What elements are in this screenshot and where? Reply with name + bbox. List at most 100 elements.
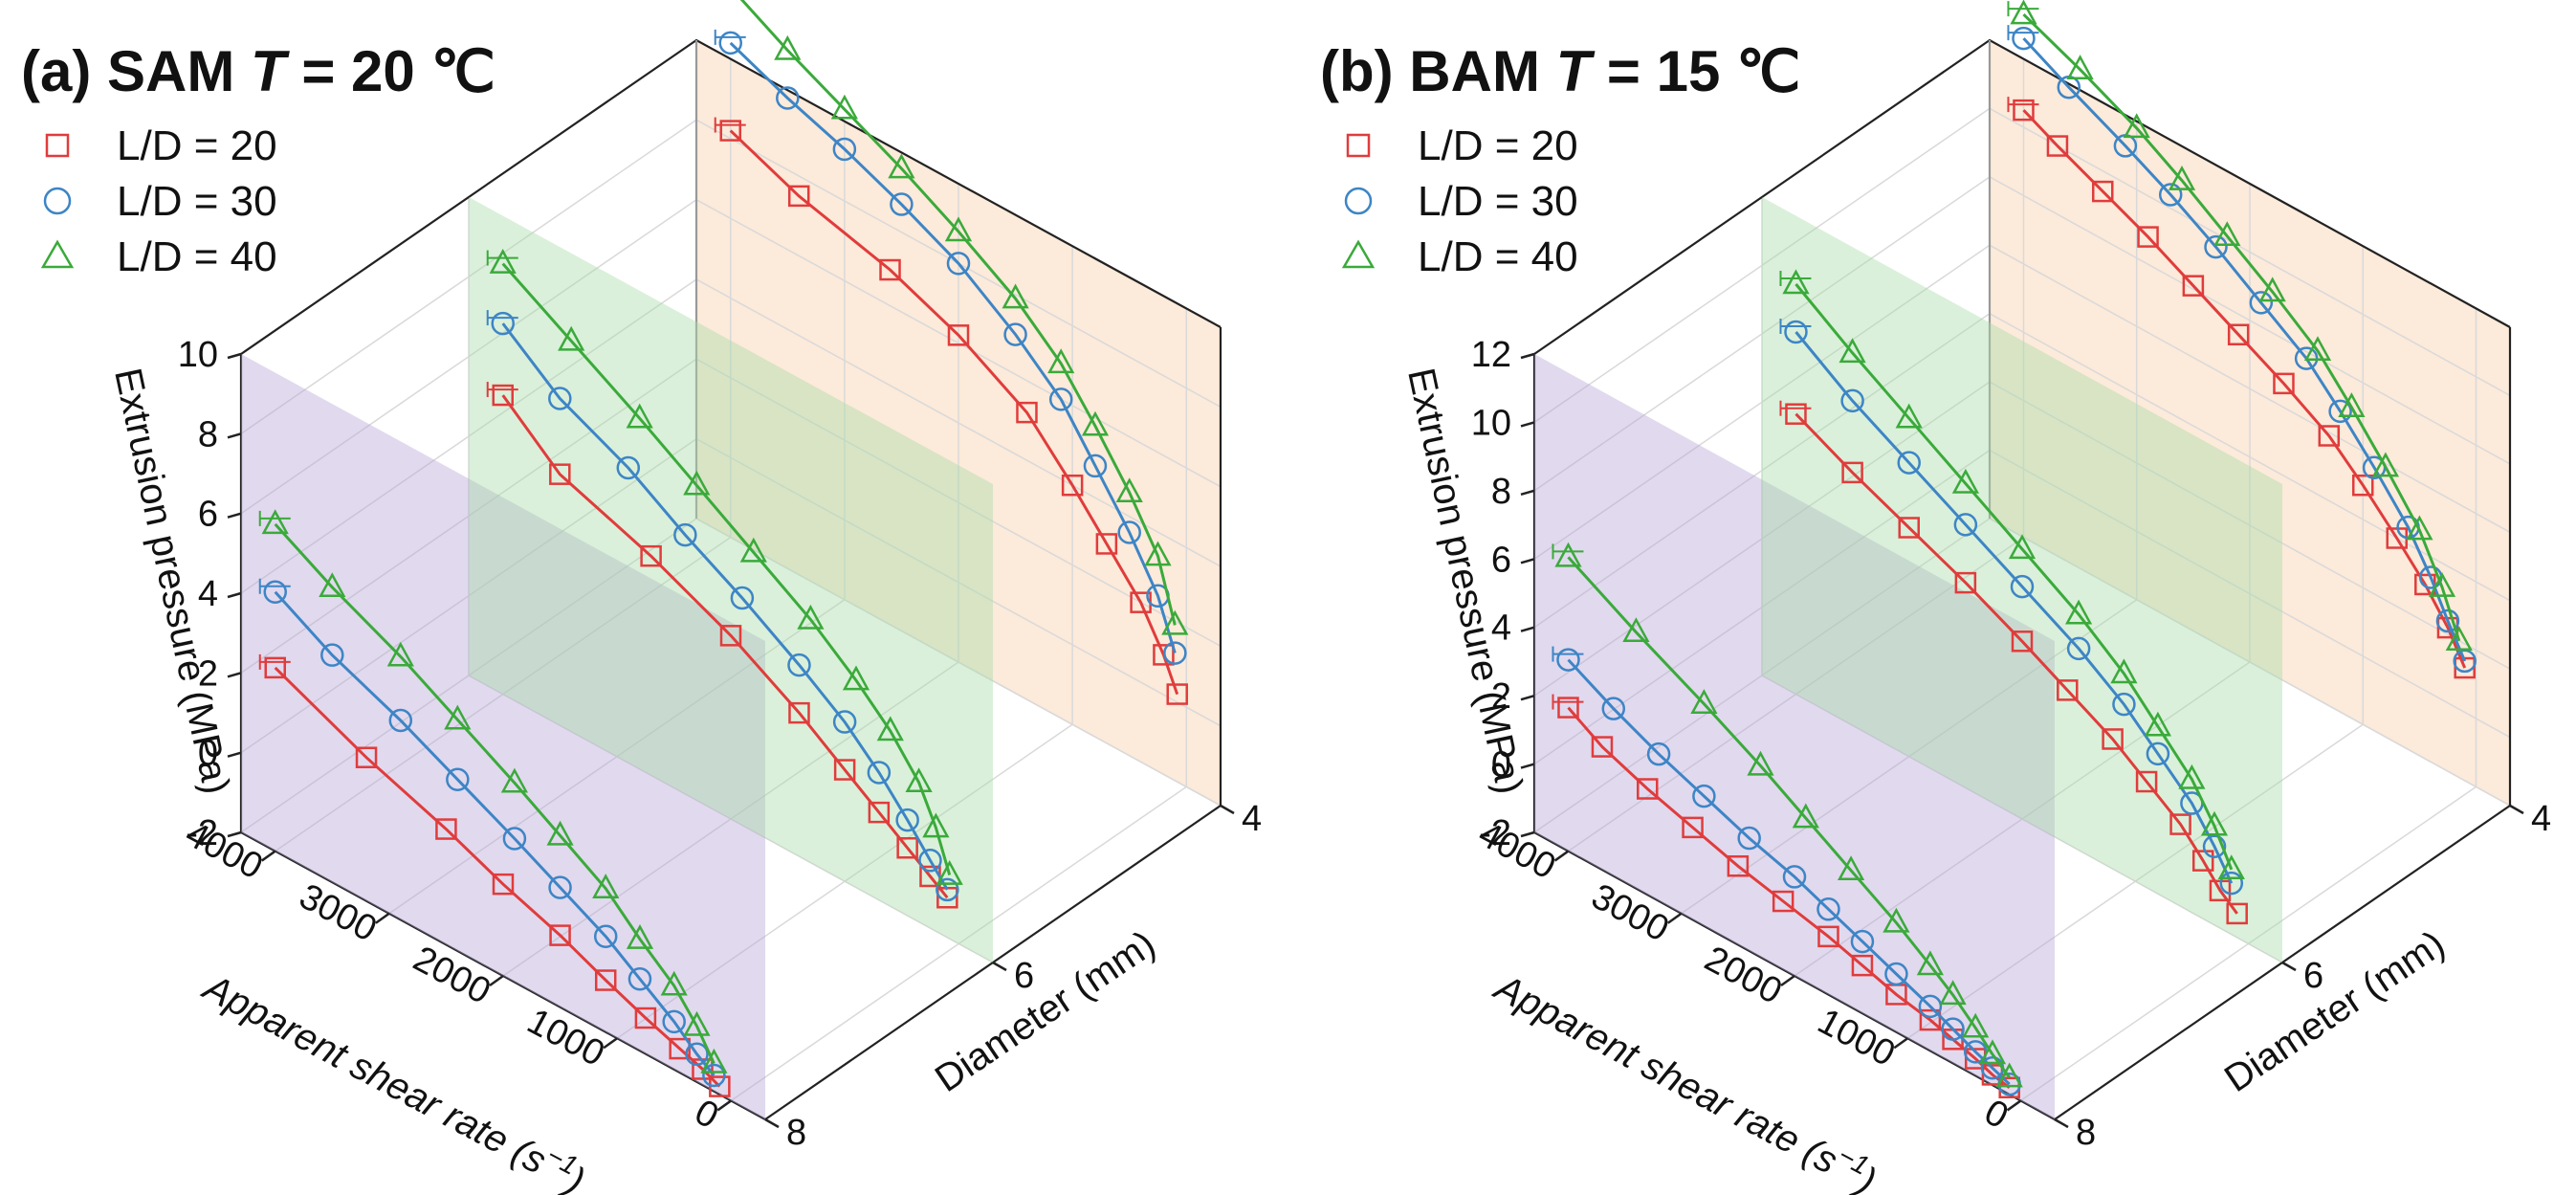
data-point: [1737, 826, 1761, 851]
data-point: [1083, 454, 1108, 478]
data-point: [905, 767, 933, 793]
data-point: [673, 522, 697, 547]
z-tick: [1520, 352, 1535, 360]
series-line: [274, 590, 716, 1076]
y-tick-label: 4: [1242, 799, 1262, 839]
data-point: [1682, 816, 1704, 839]
data-point: [2144, 711, 2172, 737]
z-tick: [227, 512, 242, 519]
data-point: [1646, 741, 1671, 766]
z-tick-label: 0: [198, 734, 218, 774]
series-line: [729, 41, 1177, 654]
data-point: [489, 248, 517, 274]
data-point: [1817, 925, 1839, 948]
data-point: [1784, 320, 1808, 344]
data-point: [896, 837, 918, 859]
x-tick: [603, 1037, 618, 1050]
data-point: [832, 137, 857, 162]
data-point: [319, 572, 346, 598]
data-point: [640, 544, 662, 567]
data-point: [2249, 291, 2274, 315]
data-point: [2135, 770, 2158, 793]
title-prefix: SAM: [107, 39, 251, 103]
data-point: [669, 1037, 691, 1060]
data-point: [2182, 275, 2205, 297]
data-point: [1622, 617, 1650, 643]
plane-d6: [469, 197, 993, 963]
data-point: [320, 643, 344, 667]
legend-label: L/D = 20: [1418, 122, 1578, 169]
z-tick: [227, 352, 242, 360]
data-point: [2273, 372, 2295, 395]
data-point: [1882, 907, 1910, 933]
data-point: [660, 970, 688, 996]
data-point: [662, 1009, 686, 1034]
legend-label: L/D = 20: [117, 122, 277, 169]
data-point: [702, 1063, 726, 1088]
legend-marker-triangle: [1341, 239, 1376, 269]
data-point: [1851, 954, 1874, 977]
data-point: [2226, 902, 2248, 925]
z-tick-label: 2: [1491, 676, 1511, 717]
data-point: [592, 874, 620, 898]
data-point: [444, 704, 472, 730]
data-point: [1897, 451, 1921, 475]
ticks: [227, 352, 1235, 1129]
data-point: [2010, 574, 2035, 599]
data-point: [549, 924, 571, 946]
data-point: [787, 653, 811, 677]
data-point: [2046, 135, 2069, 157]
series-line: [739, 0, 1177, 626]
data-point: [1995, 1062, 2023, 1088]
x-tick-label: 0: [688, 1092, 724, 1137]
data-point: [1816, 897, 1840, 921]
data-point: [2123, 113, 2150, 139]
data-point: [830, 94, 859, 120]
title-value: = 20 ℃: [286, 39, 495, 103]
data-point: [918, 849, 942, 873]
y-tick: [992, 961, 1007, 972]
data-point: [797, 604, 825, 630]
data-point: [739, 537, 767, 563]
data-point: [2064, 599, 2093, 625]
title-value: = 15 ℃: [1591, 39, 1800, 103]
series-line: [274, 522, 716, 1065]
data-point: [2112, 692, 2136, 717]
data-point: [1962, 1012, 1990, 1038]
series-line: [501, 262, 952, 876]
data-point: [2200, 810, 2229, 836]
data-series: [258, 0, 1189, 1097]
z-tick-label: -2: [186, 813, 218, 853]
data-point: [1837, 855, 1865, 881]
data-point: [774, 34, 802, 60]
chart-title: (a) SAM T = 20 ℃: [21, 39, 495, 103]
data-point: [549, 463, 571, 485]
data-point: [719, 120, 741, 142]
data-point: [1954, 571, 1977, 594]
z-tick: [1520, 830, 1535, 838]
y-tick: [2281, 961, 2297, 972]
ticks: [1520, 352, 2524, 1129]
data-point: [626, 403, 653, 429]
series-d6-ld20: [1779, 400, 2248, 925]
x-tick: [2006, 1099, 2022, 1112]
y-tick-label: 6: [2303, 956, 2323, 996]
grid-y: [468, 197, 994, 963]
x-tick: [1553, 850, 1570, 862]
data-point: [2137, 226, 2159, 248]
data-point: [1002, 283, 1029, 309]
data-point: [1047, 348, 1075, 374]
data-point: [1692, 784, 1716, 808]
data-point: [1117, 520, 1141, 544]
series-d4-ld20: [714, 117, 1188, 705]
title-var: T: [1556, 39, 1596, 103]
data-point: [1161, 609, 1189, 635]
data-point: [1841, 461, 1863, 484]
z-tick-label: 4: [198, 574, 218, 614]
data-point: [435, 818, 457, 840]
data-point: [2066, 636, 2091, 661]
data-point: [888, 153, 915, 179]
data-point: [1838, 338, 1866, 364]
data-point: [1591, 736, 1614, 758]
